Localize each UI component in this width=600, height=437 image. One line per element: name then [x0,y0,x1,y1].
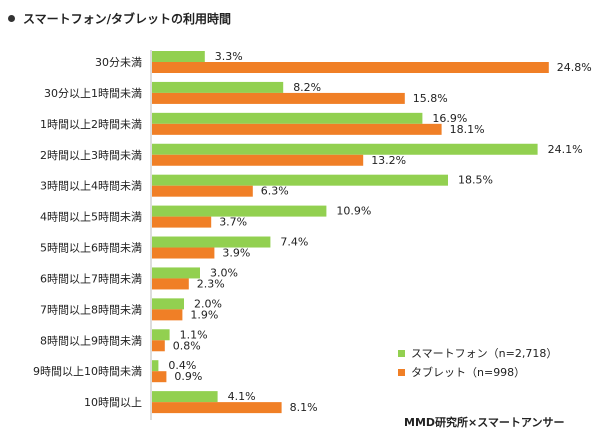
data-label-smartphone: 10.9% [336,205,371,218]
category-label: 7時間以上8時間未満 [40,303,142,316]
category-label: 30分以上1時間未満 [44,87,142,100]
bar-tablet [152,340,165,352]
bar-smartphone [152,298,184,310]
category-label: 5時間以上6時間未満 [40,242,142,255]
data-label-smartphone: 3.3% [215,50,243,63]
bar-smartphone [152,236,271,248]
bar-smartphone [152,329,170,341]
bar-smartphone [152,360,159,372]
category-label: 30分未満 [95,56,142,69]
title-bullet-icon [8,15,15,22]
category-label: 6時間以上7時間未満 [40,272,142,285]
legend-item-tablet: タブレット（n=998） [398,363,557,382]
data-label-smartphone: 3.0% [210,266,238,279]
category-label: 9時間以上10時間未満 [33,365,142,378]
chart-title-text: スマートフォン/タブレットの利用時間 [23,12,232,26]
data-label-smartphone: 4.1% [228,390,256,403]
bar-tablet [152,92,405,104]
category-label: 10時間以上 [84,396,142,409]
bar-smartphone [152,51,205,62]
data-label-smartphone: 8.2% [293,81,321,94]
category-label: 1時間以上2時間未満 [40,118,142,131]
bar-tablet [152,62,549,73]
bar-tablet [152,402,282,414]
data-label-smartphone: 2.0% [194,297,222,310]
data-label-tablet: 3.7% [219,216,247,229]
category-label: 4時間以上5時間未満 [40,211,142,224]
data-label-smartphone: 0.4% [168,359,196,372]
category-label: 3時間以上4時間未満 [40,180,142,193]
legend-label-tablet: タブレット（n=998） [411,366,526,379]
bar-tablet [152,216,212,228]
bar-tablet [152,185,253,197]
bar-tablet [152,154,364,166]
bar-tablet [152,278,189,290]
data-label-tablet: 6.3% [261,185,289,198]
data-label-smartphone: 18.5% [458,174,493,187]
source-credit: MMD研究所×スマートアンサー [404,416,565,429]
data-label-tablet: 3.9% [222,247,250,260]
data-label-smartphone: 1.1% [180,328,208,341]
legend: スマートフォン（n=2,718） タブレット（n=998） [398,344,557,382]
data-label-tablet: 18.1% [450,123,485,136]
bar-smartphone [152,81,284,93]
legend-swatch-tablet [398,369,405,376]
data-label-smartphone: 7.4% [280,236,308,249]
data-label-tablet: 24.8% [557,61,592,74]
chart-title: スマートフォン/タブレットの利用時間 [8,10,231,27]
data-label-tablet: 15.8% [413,92,448,105]
data-label-tablet: 0.8% [173,339,201,352]
bar-tablet [152,247,215,259]
data-label-tablet: 13.2% [371,154,406,167]
category-label: 2時間以上3時間未満 [40,149,142,162]
bar-smartphone [152,143,538,155]
bar-smartphone [152,205,327,217]
category-label: 8時間以上9時間未満 [40,334,142,347]
data-label-tablet: 1.9% [190,308,218,321]
bar-smartphone [152,174,448,186]
legend-swatch-smartphone [398,350,405,357]
legend-label-smartphone: スマートフォン（n=2,718） [411,347,558,360]
legend-item-smartphone: スマートフォン（n=2,718） [398,344,557,363]
data-label-smartphone: 24.1% [548,143,583,156]
data-label-tablet: 0.9% [174,370,202,383]
bar-smartphone [152,391,218,403]
bar-tablet [152,123,442,135]
bar-smartphone [152,267,200,279]
bar-tablet [152,371,167,383]
data-label-tablet: 2.3% [197,277,225,290]
data-label-tablet: 8.1% [290,401,318,414]
bar-smartphone [152,112,423,124]
data-label-smartphone: 16.9% [432,112,467,125]
bar-tablet [152,309,183,321]
